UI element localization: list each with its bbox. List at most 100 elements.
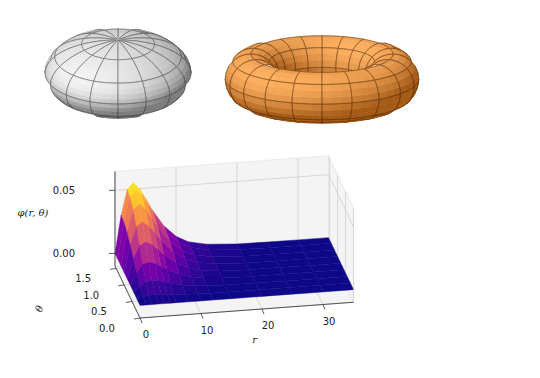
shape-facet [322, 38, 329, 42]
torus [225, 36, 419, 123]
shape-facet [327, 48, 333, 54]
surface-cell [210, 292, 231, 300]
surface [115, 183, 354, 306]
shape-facet [111, 94, 118, 99]
shape-facet [314, 72, 322, 75]
shape-facet [322, 104, 332, 110]
surface-cell [228, 290, 262, 299]
grid-line [298, 158, 299, 253]
shape-grid-line [265, 80, 294, 103]
shape-facet [292, 90, 302, 97]
tick-label: 1.5 [75, 273, 91, 284]
shape-facet [342, 96, 352, 103]
shape-facet [302, 103, 312, 110]
y-axis-title: θ [33, 304, 45, 313]
shape-grid-line [118, 81, 146, 104]
shape-grid-line [322, 103, 352, 120]
y-tick [134, 318, 140, 319]
shape-facet [312, 97, 322, 104]
grid-line [115, 172, 116, 267]
grid-line [237, 163, 238, 258]
figure: 01020300.00.51.01.50.000.05rθφ(r, θ) [0, 0, 540, 378]
shape-facet [98, 88, 105, 94]
surface-cell [200, 270, 221, 278]
shape-facet [111, 111, 118, 114]
shape-facet [118, 104, 125, 108]
shape-facet [118, 89, 125, 95]
z-tick [109, 253, 115, 254]
z-axis-line [115, 172, 116, 267]
shape-grid-line [350, 80, 379, 103]
shape-facet [119, 33, 122, 36]
shape-facet [312, 61, 317, 68]
shape-facet [312, 104, 322, 110]
shape-facet [292, 109, 302, 115]
shape-facet [303, 115, 313, 120]
shape-facet [341, 90, 351, 97]
surface-cell [207, 244, 240, 250]
shape-facet [375, 65, 385, 68]
shape-facet [316, 48, 322, 54]
shape-facet [303, 79, 313, 85]
shape-facet [322, 61, 327, 68]
shape-cell [66, 95, 93, 114]
shape-facet [322, 36, 329, 39]
shape-cell [322, 72, 350, 85]
shape-facet [118, 94, 125, 99]
shape-facet [342, 103, 352, 110]
tick-label: 0.0 [99, 323, 115, 334]
shape-facet [315, 36, 322, 39]
shape-cell [118, 40, 155, 50]
tick-label: 0.05 [53, 185, 75, 196]
shape-facet [118, 83, 125, 89]
shape-grid-line [90, 81, 118, 104]
shape-cell [322, 83, 352, 104]
surface-cell [197, 262, 218, 270]
shape-facet [293, 83, 303, 90]
shape-facet [113, 65, 118, 71]
tick-label: 30 [323, 316, 336, 327]
shape-facet [312, 110, 322, 115]
surface-cell [212, 256, 246, 263]
shape-facet [322, 97, 332, 104]
shape-facet [111, 104, 118, 108]
shape-facet [331, 84, 341, 91]
shape-facet [118, 99, 125, 104]
shape-cell [66, 75, 93, 101]
shape-grid-line [66, 95, 93, 114]
shape-grid-line [322, 72, 350, 85]
shape-cell [294, 72, 322, 85]
shape-facet [322, 84, 332, 90]
shape-facet [135, 44, 144, 48]
surface-cell [259, 288, 293, 297]
shape-facet [312, 84, 322, 90]
x-axis-line [140, 302, 354, 318]
tick-label: 0.5 [91, 306, 107, 317]
shape-facet [322, 79, 331, 84]
shape-facet [114, 44, 117, 49]
shape-facet [111, 99, 118, 104]
tick-label: 0.00 [53, 248, 75, 259]
shape-facet [312, 115, 322, 119]
shape-facet [312, 54, 317, 61]
shape-facet [322, 42, 328, 47]
tick-label: 20 [262, 320, 275, 331]
shape-grid-line [118, 59, 142, 84]
shape-facet [317, 61, 322, 68]
shape-facet [313, 75, 322, 79]
shape-facet [328, 42, 335, 48]
shape-facet [302, 110, 312, 116]
shape-facet [299, 62, 304, 69]
shape-facet [322, 48, 328, 54]
shape-facet [124, 43, 131, 47]
shape-grid-line [104, 40, 118, 60]
shape-facet [118, 31, 121, 33]
back-pane [115, 156, 329, 266]
shape-facet [115, 49, 118, 54]
shape-facet [111, 89, 118, 95]
shape-facet [322, 72, 330, 75]
grid [115, 158, 354, 318]
shape-facet [332, 97, 342, 104]
shape-facet [136, 39, 145, 40]
shape-facet [112, 71, 118, 77]
